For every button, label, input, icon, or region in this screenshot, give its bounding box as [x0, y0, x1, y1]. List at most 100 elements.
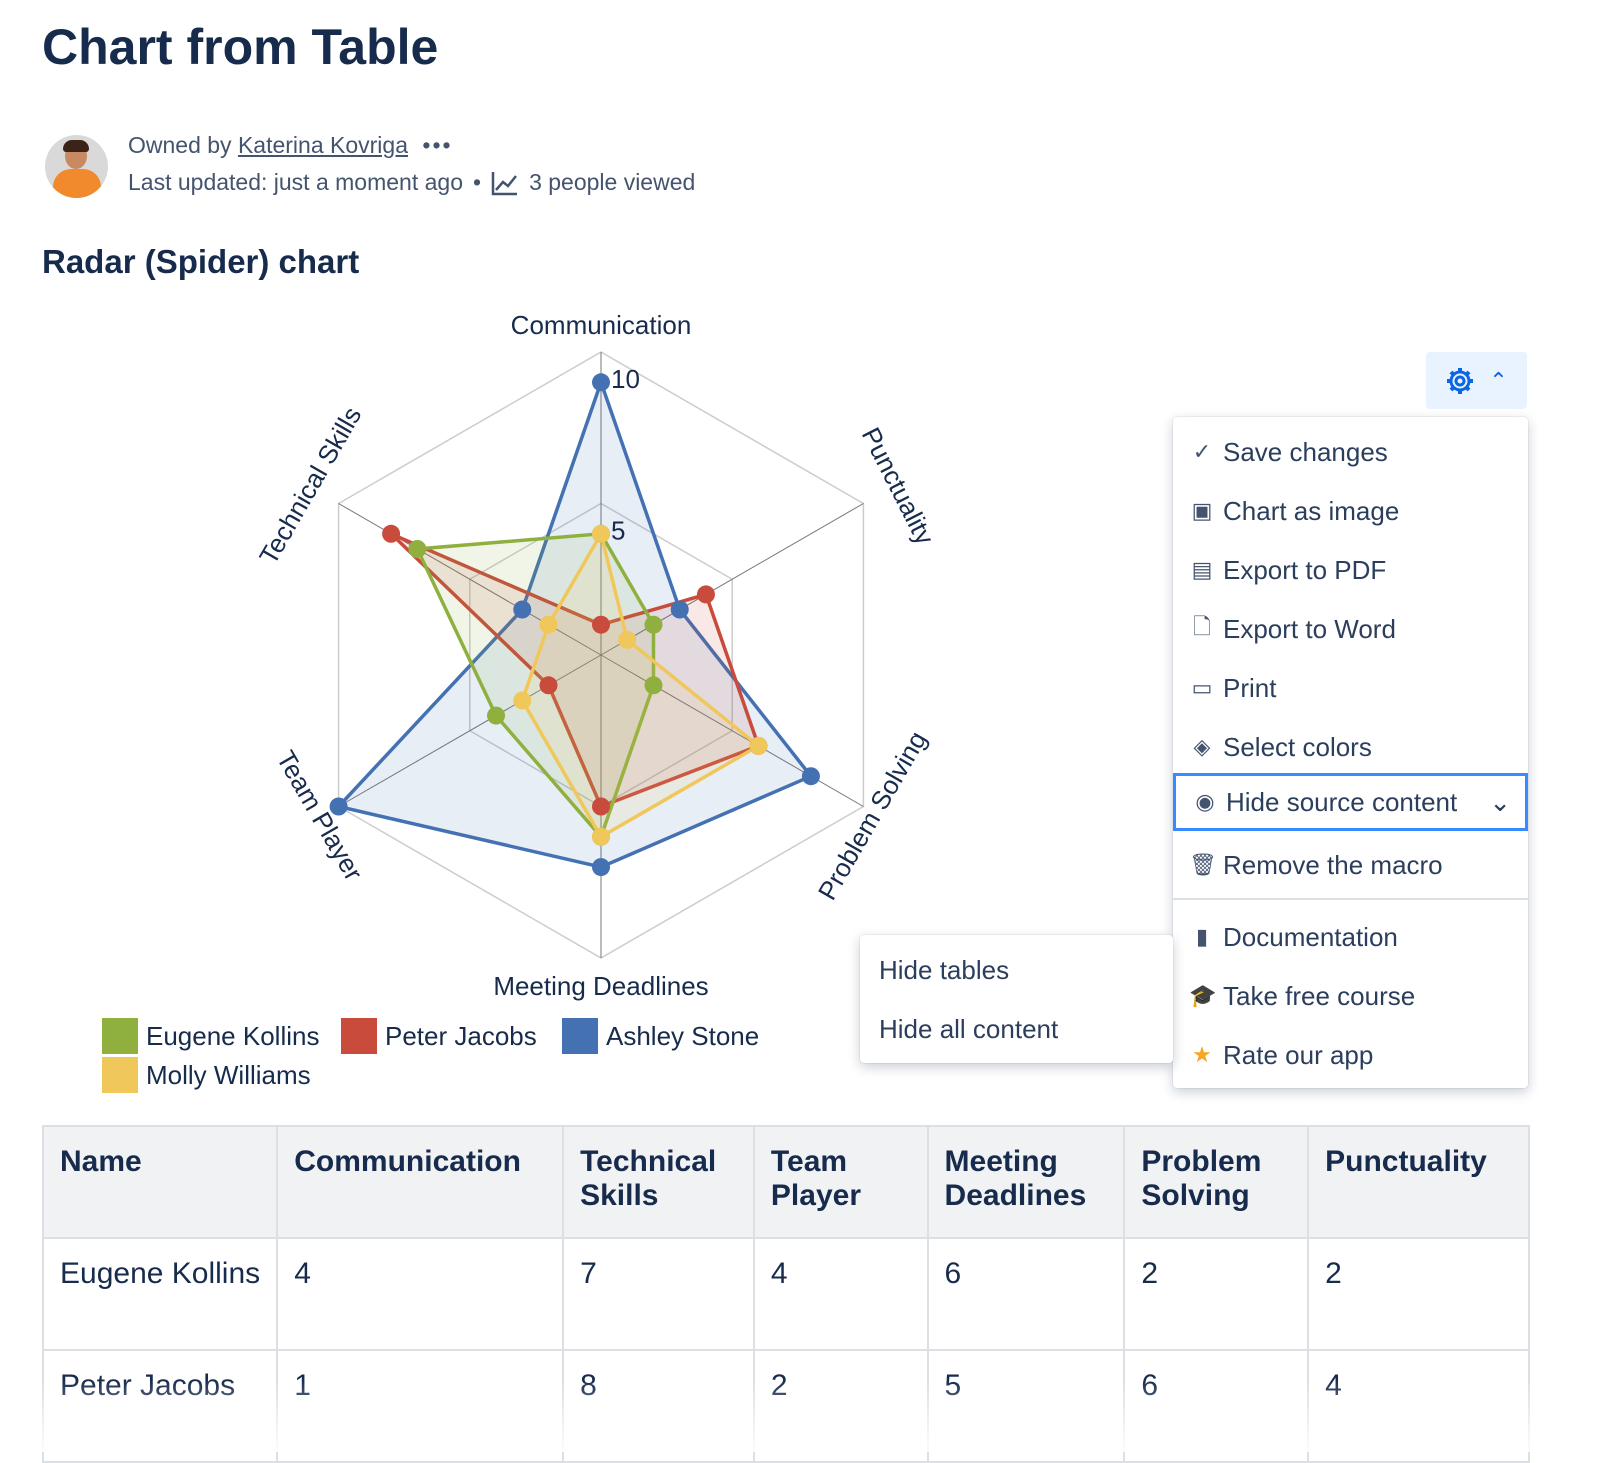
data-point[interactable] — [696, 585, 715, 604]
data-point[interactable] — [670, 600, 689, 619]
legend-label: Ashley Stone — [606, 1020, 760, 1051]
legend-swatch — [562, 1018, 598, 1054]
legend-label: Molly Williams — [146, 1059, 311, 1090]
axis-label: Punctuality — [856, 422, 940, 549]
menu-item-label: Remove the macro — [1223, 849, 1443, 880]
tick-label: 5 — [611, 516, 625, 546]
data-point[interactable] — [592, 827, 610, 846]
menu-item-chart-as-image[interactable]: ▣ Chart as image — [1173, 482, 1528, 540]
column-header: Technical Skills — [562, 1125, 755, 1239]
gear-icon — [1447, 367, 1474, 394]
menu-item-select-colors[interactable]: ◈ Select colors — [1173, 718, 1528, 776]
menu-item-label: Take free course — [1223, 980, 1416, 1011]
owned-by-label: Owned by — [128, 132, 232, 158]
data-point[interactable] — [513, 691, 532, 710]
table-cell: Eugene Kollins — [41, 1237, 279, 1351]
menu-item-documentation[interactable]: ▮ Documentation — [1173, 908, 1528, 966]
menu-item-rate-our-app[interactable]: ★ Rate our app — [1173, 1026, 1528, 1084]
section-title: Radar (Spider) chart — [42, 243, 360, 280]
menu-item-label: Export to Word — [1223, 613, 1396, 644]
legend-swatch — [102, 1018, 138, 1054]
data-point[interactable] — [618, 630, 637, 649]
data-point[interactable] — [329, 797, 348, 816]
hide-source-submenu: Hide tables Hide all content — [860, 935, 1173, 1063]
data-point[interactable] — [592, 524, 610, 543]
document-icon: 🗋 — [1193, 614, 1211, 639]
data-point[interactable] — [592, 373, 610, 392]
chart-settings-button[interactable]: ⌃ — [1426, 352, 1527, 409]
axis-label: Problem Solving — [812, 726, 933, 905]
menu-item-save-changes[interactable]: ✓ Save changes — [1173, 423, 1528, 481]
data-point[interactable] — [408, 539, 427, 558]
graduation-cap-icon: 🎓 — [1189, 983, 1217, 1008]
column-header: Punctuality — [1307, 1125, 1530, 1239]
legend-label: Peter Jacobs — [385, 1020, 537, 1051]
legend-swatch — [102, 1057, 138, 1093]
menu-item-hide-all-content[interactable]: Hide all content — [879, 1014, 1059, 1044]
print-icon: ▭ — [1191, 675, 1213, 700]
table-cell: 4 — [752, 1237, 929, 1351]
data-point[interactable] — [592, 615, 610, 634]
last-updated: Last updated: just a moment ago — [128, 169, 463, 195]
column-header: Communication — [276, 1125, 565, 1239]
data-point[interactable] — [592, 858, 610, 877]
data-point[interactable] — [592, 797, 610, 816]
legend-item[interactable]: Ashley Stone — [562, 1018, 759, 1054]
pdf-icon: ▤ — [1191, 557, 1213, 582]
legend-item[interactable]: Molly Williams — [102, 1057, 311, 1093]
fade-overlay — [0, 1380, 1600, 1452]
file-icon: ▮ — [1195, 924, 1209, 949]
check-icon: ✓ — [1192, 439, 1212, 464]
analytics-icon — [491, 171, 518, 195]
menu-item-export-to-pdf[interactable]: ▤ Export to PDF — [1173, 541, 1528, 599]
table-cell: 4 — [276, 1237, 565, 1351]
menu-item-take-free-course[interactable]: 🎓 Take free course — [1173, 967, 1528, 1025]
menu-item-remove-the-macro[interactable]: 🗑 Remove the macro — [1173, 836, 1528, 894]
menu-item-print[interactable]: ▭ Print — [1173, 659, 1528, 717]
image-icon: ▣ — [1191, 498, 1213, 523]
axis-line — [600, 503, 864, 656]
data-point[interactable] — [487, 706, 506, 725]
menu-item-label: Documentation — [1223, 921, 1398, 952]
chevron-down-icon: ⌄ — [1489, 786, 1511, 817]
axis-line — [600, 654, 864, 807]
menu-item-export-to-word[interactable]: 🗋 Export to Word — [1173, 600, 1528, 658]
separator: • — [473, 169, 482, 195]
tick-label: 10 — [611, 364, 640, 394]
table-cell: 2 — [1123, 1237, 1310, 1351]
table-row: Eugene Kollins 4 7 4 6 2 2 — [41, 1237, 1530, 1351]
avatar[interactable] — [45, 135, 108, 198]
column-header: Name — [41, 1125, 279, 1239]
legend-item[interactable]: Eugene Kollins — [102, 1018, 319, 1054]
data-point[interactable] — [644, 615, 663, 634]
more-icon[interactable]: ••• — [422, 132, 453, 158]
byline: Owned by Katerina Kovriga ••• — [128, 132, 453, 159]
data-point[interactable] — [539, 615, 558, 634]
column-header: Meeting Deadlines — [926, 1125, 1126, 1239]
legend-label: Eugene Kollins — [146, 1020, 320, 1051]
views-count[interactable]: 3 people viewed — [529, 169, 696, 195]
data-point[interactable] — [513, 600, 532, 619]
menu-item-hide-source-content[interactable]: ◉ Hide source content ⌄ — [1173, 773, 1528, 831]
page-title: Chart from Table — [42, 19, 439, 75]
page-meta: Last updated: just a moment ago • 3 peopl… — [128, 169, 695, 196]
column-header: Team Player — [752, 1125, 929, 1239]
radar-chart: 5 10 Communication Punctuality Problem Solvi… — [253, 310, 940, 1001]
menu-item-label: Select colors — [1223, 731, 1372, 762]
menu-item-label: Chart as image — [1223, 495, 1400, 526]
data-point[interactable] — [749, 736, 768, 755]
chart-menu: ✓ Save changes ▣ Chart as image ▤ Export to P… — [1173, 417, 1528, 1088]
menu-divider — [1173, 898, 1528, 900]
data-point[interactable] — [644, 676, 663, 695]
legend-item[interactable]: Peter Jacobs — [341, 1018, 537, 1054]
menu-item-label: Export to PDF — [1223, 554, 1387, 585]
axis-line — [338, 654, 602, 807]
data-point[interactable] — [382, 524, 401, 543]
owner-link[interactable]: Katerina Kovriga — [237, 132, 408, 158]
eye-icon: ◉ — [1195, 789, 1215, 814]
menu-item-hide-tables[interactable]: Hide tables — [879, 955, 1010, 985]
menu-item-label: Rate our app — [1223, 1039, 1374, 1070]
data-point[interactable] — [801, 767, 820, 786]
data-point[interactable] — [539, 676, 558, 695]
menu-item-label: Hide source content — [1226, 786, 1458, 817]
